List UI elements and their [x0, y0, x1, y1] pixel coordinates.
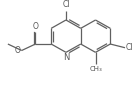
Text: Cl: Cl — [126, 43, 134, 52]
Text: N: N — [63, 53, 69, 62]
Text: Cl: Cl — [62, 0, 70, 9]
Text: O: O — [14, 46, 20, 55]
Text: CH₃: CH₃ — [89, 66, 102, 72]
Text: O: O — [33, 22, 38, 31]
